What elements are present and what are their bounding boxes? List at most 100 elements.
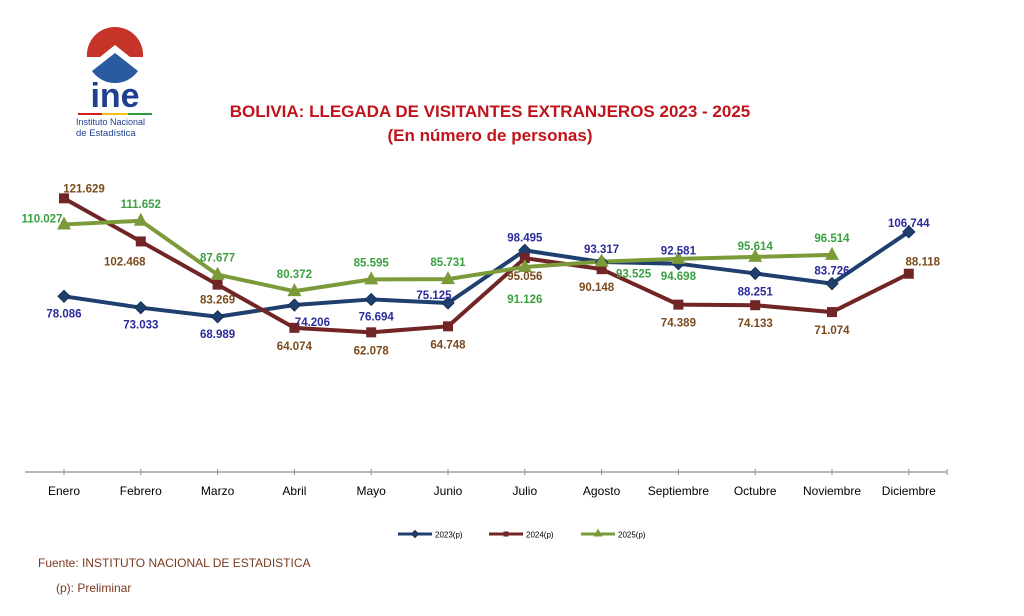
x-tick-label: Abril <box>282 484 306 498</box>
data-label: 95.614 <box>738 241 774 253</box>
x-axis: Enero Febrero Marzo Abril Mayo Junio Julio Agos… <box>25 469 948 498</box>
triangle-marker <box>441 271 455 285</box>
diamond-marker <box>825 276 839 291</box>
triangle-marker <box>133 212 148 226</box>
series-line-2024 <box>63 196 910 335</box>
square-marker <box>673 299 684 310</box>
x-tick-label: Febrero <box>120 484 162 498</box>
data-label: 110.027 <box>22 213 63 225</box>
square-marker <box>289 322 300 333</box>
square-marker <box>827 307 837 318</box>
diamond-marker <box>364 292 378 307</box>
x-tick-label: Enero <box>48 484 80 498</box>
triangle-marker <box>364 271 379 285</box>
x-tick-label: Septiembre <box>648 484 710 498</box>
data-label: 90.148 <box>579 282 615 294</box>
data-label: 74.389 <box>661 318 696 330</box>
data-label: 74.133 <box>738 318 773 330</box>
legend-label: 2024(p) <box>526 531 554 540</box>
logo-red-dome-icon <box>86 26 144 57</box>
logo-line1: Instituto Nacional <box>76 117 145 127</box>
ine-logo: ine Instituto Nacional de Estadística <box>76 26 152 139</box>
source-note: Fuente: INSTITUTO NACIONAL DE ESTADISTIC… <box>38 556 311 570</box>
data-label: 88.118 <box>906 257 941 269</box>
triangle-marker <box>593 528 603 537</box>
square-marker <box>212 279 223 290</box>
x-tick-label: Diciembre <box>882 484 936 498</box>
triangle-marker <box>748 248 763 262</box>
data-label: 93.525 <box>616 269 652 281</box>
square-marker <box>503 531 509 537</box>
data-label: 78.086 <box>46 308 81 320</box>
data-label: 64.748 <box>430 339 466 351</box>
logo-line2: de Estadística <box>76 128 136 139</box>
chart-subtitle: (En número de personas) <box>387 126 593 145</box>
diamond-marker <box>902 225 916 239</box>
data-label: 85.731 <box>430 257 466 269</box>
series-line-2023 <box>63 230 910 319</box>
chart-title: BOLIVIA: LLEGADA DE VISITANTES EXTRANJER… <box>229 102 751 121</box>
square-marker <box>59 193 69 204</box>
square-marker <box>596 264 607 275</box>
data-label: 83.726 <box>814 266 849 278</box>
x-tick-label: Noviembre <box>803 484 861 498</box>
data-labels: 78.086 73.033 68.989 74.206 76.694 75.125 98.4… <box>22 183 941 357</box>
diamond-marker <box>748 266 762 281</box>
data-label: 62.078 <box>354 345 390 357</box>
data-label: 111.652 <box>121 199 161 211</box>
data-label: 93.317 <box>584 244 619 256</box>
x-tick-label: Marzo <box>201 484 235 498</box>
preliminary-note: (p): Preliminar <box>56 581 132 595</box>
data-label: 83.269 <box>200 295 235 307</box>
triangle-marker <box>57 216 71 230</box>
diamond-marker <box>57 289 71 304</box>
triangle-marker <box>210 266 225 280</box>
diamond-marker <box>287 298 302 312</box>
x-tick-label: Agosto <box>583 484 621 498</box>
diamond-marker <box>134 300 148 315</box>
triangle-marker <box>594 253 609 267</box>
triangle-marker <box>517 258 532 272</box>
triangle-marker <box>825 246 839 260</box>
data-label: 68.989 <box>200 329 235 341</box>
x-tick-label: Octubre <box>734 484 777 498</box>
data-label: 73.033 <box>123 320 158 332</box>
x-tick-label: Julio <box>512 484 537 498</box>
data-label: 92.581 <box>661 246 697 258</box>
data-label: 121.629 <box>63 183 105 195</box>
data-label: 85.595 <box>354 257 390 269</box>
legend: 2023(p) 2024(p) 2025(p) <box>398 528 646 540</box>
data-label: 88.251 <box>738 286 774 298</box>
diamond-marker <box>410 529 420 539</box>
triangle-marker <box>671 250 686 264</box>
data-label: 76.694 <box>359 311 395 323</box>
data-label: 87.677 <box>200 253 235 265</box>
square-marker <box>519 253 530 264</box>
square-marker <box>903 268 914 279</box>
series-lines <box>57 193 916 338</box>
legend-label: 2025(p) <box>618 531 646 540</box>
data-label: 98.495 <box>507 232 543 244</box>
triangle-marker <box>287 283 302 297</box>
data-label: 91.126 <box>507 294 542 306</box>
data-label: 74.206 <box>295 317 330 329</box>
square-marker <box>750 300 761 311</box>
data-label: 71.074 <box>814 325 850 337</box>
x-tick-label: Junio <box>434 484 463 498</box>
data-label: 80.372 <box>277 269 312 281</box>
legend-label: 2023(p) <box>435 531 463 540</box>
diamond-marker <box>210 310 225 324</box>
square-marker <box>443 321 453 332</box>
data-label: 96.514 <box>814 233 850 245</box>
square-marker <box>366 327 377 338</box>
square-marker <box>135 236 146 247</box>
logo-blue-peak-icon <box>92 53 138 84</box>
data-label: 75.125 <box>416 290 452 302</box>
data-label: 94.698 <box>661 271 697 283</box>
data-label: 95.056 <box>507 271 542 283</box>
x-tick-label: Mayo <box>357 484 387 498</box>
diamond-marker <box>441 296 455 310</box>
data-label: 106.744 <box>888 218 930 230</box>
data-label: 102.468 <box>104 256 146 268</box>
